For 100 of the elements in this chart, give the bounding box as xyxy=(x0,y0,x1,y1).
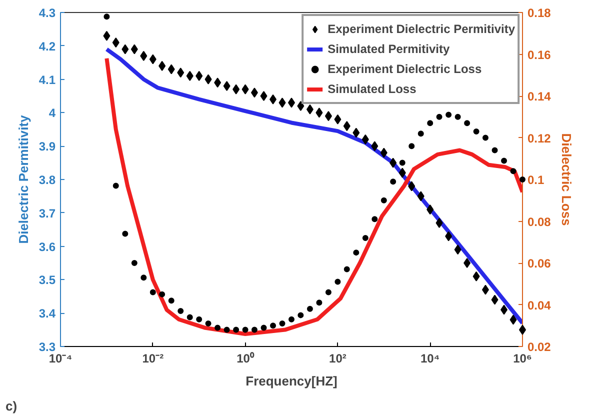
point xyxy=(353,250,360,256)
point xyxy=(242,326,248,333)
y-tick-label: 3.6 xyxy=(38,240,56,254)
point xyxy=(279,320,286,327)
point xyxy=(344,266,350,272)
point xyxy=(104,14,110,20)
point xyxy=(492,147,498,154)
point xyxy=(362,134,369,144)
point xyxy=(371,141,378,152)
point xyxy=(306,306,313,312)
x-tick-label: 10⁰ xyxy=(236,352,255,366)
point xyxy=(140,50,148,61)
point xyxy=(122,230,128,237)
legend-label: Experiment Dielectric Permitivity xyxy=(328,22,515,36)
point xyxy=(112,182,119,189)
point xyxy=(196,316,202,322)
point xyxy=(298,312,304,318)
point xyxy=(260,324,267,331)
point xyxy=(454,114,461,120)
point xyxy=(130,44,138,54)
y2-tick-label: 0.06 xyxy=(528,256,552,270)
point xyxy=(464,120,470,126)
point xyxy=(500,304,508,315)
point xyxy=(325,289,332,296)
point xyxy=(232,84,240,94)
point xyxy=(214,324,221,331)
point xyxy=(362,234,368,241)
point xyxy=(398,168,406,178)
point xyxy=(278,98,286,108)
x-axis-title: Frequency[HZ] xyxy=(246,374,338,388)
point xyxy=(270,322,276,329)
point xyxy=(140,274,147,281)
point xyxy=(149,54,156,64)
y2-tick-label: 0.02 xyxy=(528,340,552,354)
point xyxy=(436,218,443,228)
y-tick-label: 4.2 xyxy=(38,39,56,54)
point xyxy=(186,314,193,320)
x-tick-label: 10⁻² xyxy=(142,352,164,366)
point xyxy=(103,30,110,41)
point xyxy=(510,314,517,325)
legend-label: Simulated Loss xyxy=(328,82,416,96)
point xyxy=(473,128,480,134)
point xyxy=(334,278,341,285)
point xyxy=(324,111,332,122)
point xyxy=(223,80,230,91)
point xyxy=(178,308,184,314)
point xyxy=(316,108,323,118)
x-tick-label: 10⁻⁴ xyxy=(48,352,72,366)
point xyxy=(177,68,184,78)
point xyxy=(445,231,452,242)
y2-tick-label: 0.14 xyxy=(528,90,552,104)
point xyxy=(380,148,388,158)
point xyxy=(288,316,294,322)
point xyxy=(131,260,138,266)
point xyxy=(417,191,424,202)
point xyxy=(242,84,249,94)
point xyxy=(472,271,480,282)
x-tick-label: 10⁴ xyxy=(420,352,440,366)
y2-tick-label: 0.16 xyxy=(528,48,552,62)
point xyxy=(446,112,452,118)
point xyxy=(454,244,462,255)
y2-tick-label: 0.1 xyxy=(528,173,545,187)
y-tick-label: 4.3 xyxy=(38,6,56,20)
y-tick-label: 3.8 xyxy=(38,173,56,187)
text: c) xyxy=(6,398,18,414)
point xyxy=(399,160,406,166)
point xyxy=(482,134,488,141)
point xyxy=(150,289,156,296)
point xyxy=(408,181,416,192)
point xyxy=(159,291,166,298)
point xyxy=(122,44,129,54)
x-tick-label: 10⁶ xyxy=(513,352,532,366)
point xyxy=(520,176,526,182)
y2-tick-label: 0.12 xyxy=(528,131,552,146)
point xyxy=(334,114,342,124)
point xyxy=(426,204,434,215)
point xyxy=(204,74,212,84)
legend-label: Experiment Dielectric Loss xyxy=(328,62,482,76)
legend-label: Simulated Permitivity xyxy=(328,42,450,56)
y-tick-label: 3.5 xyxy=(38,273,56,288)
point xyxy=(214,78,222,88)
x-tick-label: 10² xyxy=(329,352,346,366)
y-tick-label: 3.3 xyxy=(38,340,56,354)
point xyxy=(251,326,258,333)
point xyxy=(501,158,508,164)
point xyxy=(224,326,230,333)
point xyxy=(306,104,314,114)
point xyxy=(205,320,212,327)
y2-axis-title: Dielectric Loss xyxy=(558,133,574,226)
point xyxy=(482,284,489,295)
point xyxy=(427,120,434,126)
point xyxy=(380,197,387,204)
y-axis-title: Dielectric Permitivity xyxy=(16,114,31,244)
point xyxy=(112,38,120,48)
y-tick-label: 3.4 xyxy=(38,306,56,321)
y2-tick-label: 0.04 xyxy=(528,298,552,312)
point xyxy=(316,300,322,306)
point xyxy=(297,101,304,112)
y2-tick-label: 0.18 xyxy=(528,6,552,20)
point xyxy=(168,64,175,74)
